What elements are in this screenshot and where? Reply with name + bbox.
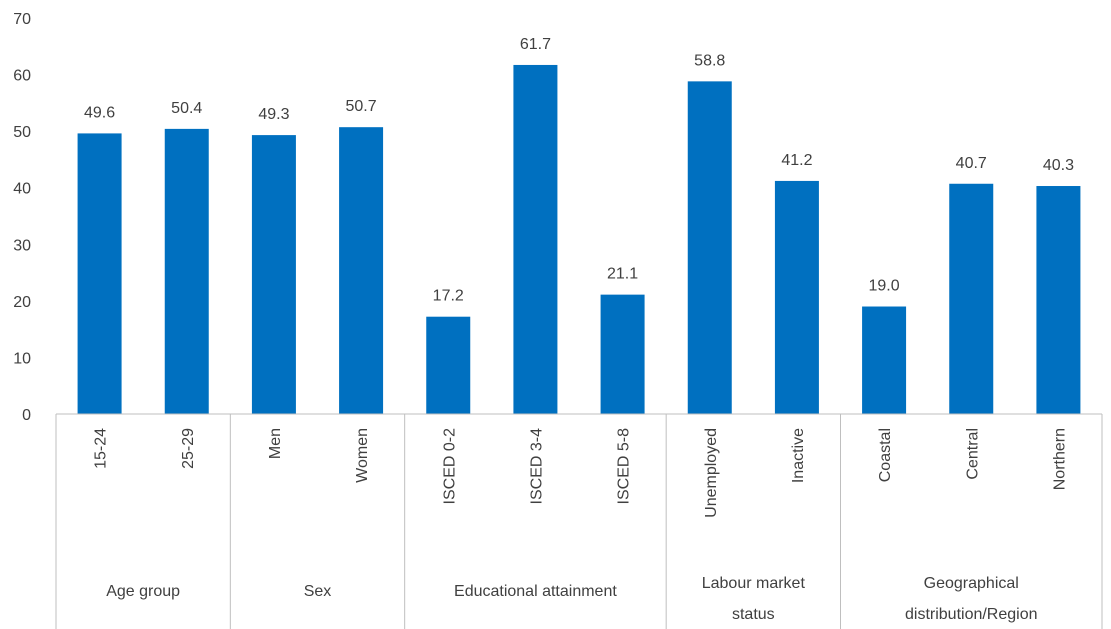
data-label: 50.7 <box>346 98 377 115</box>
y-tick-label: 60 <box>13 68 31 85</box>
group-label-line: Sex <box>304 583 332 600</box>
bar <box>513 64 558 414</box>
data-label: 40.3 <box>1043 157 1074 174</box>
bar <box>77 133 122 415</box>
group-label-line: Age group <box>106 583 180 600</box>
category-label: Women <box>354 428 371 483</box>
bar-series <box>77 64 1081 415</box>
y-tick-label: 50 <box>13 124 31 141</box>
bar <box>600 294 645 414</box>
category-label: 25-29 <box>180 428 197 469</box>
bar <box>1036 186 1081 414</box>
data-label: 17.2 <box>433 288 464 305</box>
group-label-line: Geographical <box>924 575 1019 592</box>
data-label: 40.7 <box>956 155 987 172</box>
y-axis: 0 10 20 30 40 50 60 70 <box>13 11 31 424</box>
y-tick-label: 10 <box>13 350 31 367</box>
category-label: Coastal <box>877 428 894 482</box>
bar <box>862 306 907 414</box>
data-label: 58.8 <box>694 52 725 69</box>
group-label: Sex <box>304 583 332 600</box>
data-label: 21.1 <box>607 266 638 283</box>
group-label-line: status <box>732 606 775 623</box>
y-tick-label: 0 <box>22 407 31 424</box>
bar <box>949 183 994 414</box>
group-label-line: Labour market <box>702 575 806 592</box>
group-label-line: distribution/Region <box>905 606 1038 623</box>
category-label: ISCED 5-8 <box>616 428 633 505</box>
data-label: 19.0 <box>869 278 900 295</box>
bar <box>339 127 384 414</box>
category-label: ISCED 0-2 <box>441 428 458 505</box>
group-label: Educational attainment <box>454 583 617 600</box>
x-axis: 15-24 25-29 Men Women ISCED 0-2 ISCED 3-4 ISCE… <box>55 413 1103 629</box>
group-label: Geographical distribution/Region <box>905 575 1038 623</box>
category-label: Northern <box>1051 428 1068 490</box>
category-label: Inactive <box>790 428 807 483</box>
group-label: Labour market status <box>702 575 806 623</box>
category-label: Men <box>267 428 284 459</box>
y-tick-label: 70 <box>13 11 31 28</box>
y-tick-label: 40 <box>13 181 31 198</box>
category-label: Central <box>964 428 981 480</box>
category-label: Unemployed <box>703 428 720 518</box>
data-label: 49.6 <box>84 104 115 121</box>
bar <box>687 81 732 415</box>
data-label: 61.7 <box>520 36 551 53</box>
group-label-line: Educational attainment <box>454 583 617 600</box>
y-tick-label: 30 <box>13 237 31 254</box>
data-label: 49.3 <box>258 106 289 123</box>
data-label: 41.2 <box>781 152 812 169</box>
data-labels: 49.6 50.4 49.3 50.7 17.2 61.7 21.1 58.8 41.2 19.0… <box>84 36 1074 305</box>
data-label: 50.4 <box>171 100 202 117</box>
bar <box>774 180 819 414</box>
bar <box>251 135 296 415</box>
group-label: Age group <box>106 583 180 600</box>
category-label: 15-24 <box>93 428 110 469</box>
bar <box>426 316 471 414</box>
y-tick-label: 20 <box>13 294 31 311</box>
bar <box>164 128 209 414</box>
category-label: ISCED 3-4 <box>528 428 545 505</box>
